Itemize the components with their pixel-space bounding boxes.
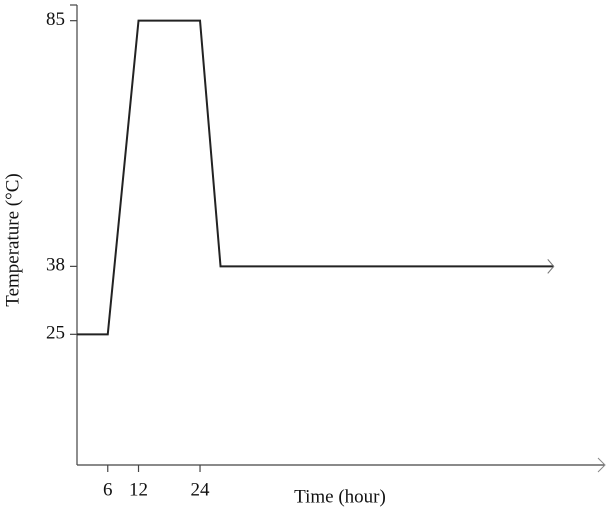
- x-tick-label: 24: [191, 479, 211, 500]
- x-axis-title: Time (hour): [294, 486, 386, 507]
- line-arrow: [547, 259, 555, 274]
- x-tick-label: 12: [129, 479, 148, 500]
- y-tick-label: 25: [46, 323, 65, 344]
- x-axis-arrow: [597, 457, 606, 473]
- y-axis-title: Temperature (°C): [2, 173, 23, 306]
- y-tick-label: 85: [46, 9, 65, 30]
- x-tick-label: 6: [103, 479, 113, 500]
- y-tick-label: 38: [46, 255, 65, 276]
- line: [77, 19, 554, 336]
